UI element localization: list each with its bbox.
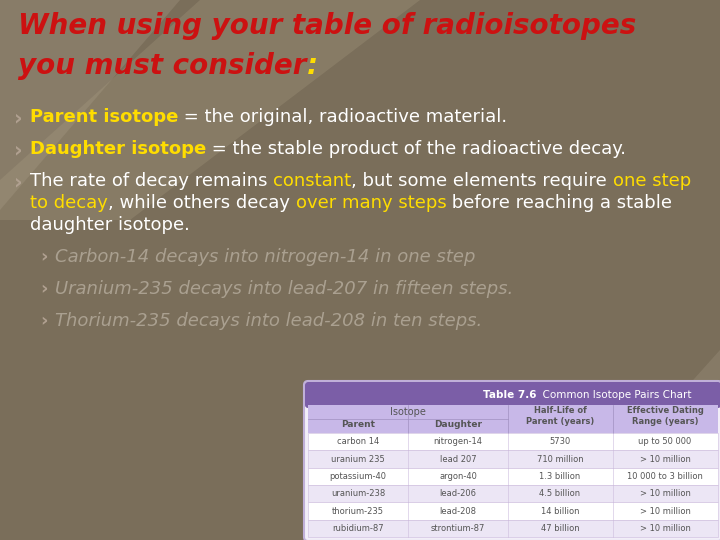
Text: = the original, radioactive material.: = the original, radioactive material. <box>179 108 508 126</box>
Text: Thorium-235 decays into lead-208 in ten steps.: Thorium-235 decays into lead-208 in ten … <box>55 312 482 330</box>
Text: Parent: Parent <box>341 420 375 429</box>
Text: strontium-87: strontium-87 <box>431 524 485 533</box>
Text: ›: › <box>40 312 48 330</box>
Text: , while others decay: , while others decay <box>108 194 296 212</box>
Bar <box>308 450 718 468</box>
Bar <box>308 433 718 450</box>
Text: The rate of decay remains: The rate of decay remains <box>30 172 274 190</box>
Text: thorium-235: thorium-235 <box>332 507 384 516</box>
Text: > 10 million: > 10 million <box>639 507 690 516</box>
Text: When using your table of radioisotopes: When using your table of radioisotopes <box>18 12 636 40</box>
Text: Daughter isotope: Daughter isotope <box>30 140 206 158</box>
Text: lead-206: lead-206 <box>439 489 477 498</box>
Text: = the stable product of the radioactive decay.: = the stable product of the radioactive … <box>206 140 626 158</box>
Text: rubidium-87: rubidium-87 <box>332 524 384 533</box>
Polygon shape <box>0 0 420 220</box>
Text: 4.5 billion: 4.5 billion <box>539 489 580 498</box>
Text: 1.3 billion: 1.3 billion <box>539 472 580 481</box>
Bar <box>308 485 718 502</box>
Text: to decay: to decay <box>30 194 108 212</box>
Text: lead 207: lead 207 <box>440 455 477 463</box>
Text: 10 000 to 3 billion: 10 000 to 3 billion <box>627 472 703 481</box>
Text: you must consider: you must consider <box>18 52 307 80</box>
Text: Carbon-14 decays into nitrogen-14 in one step: Carbon-14 decays into nitrogen-14 in one… <box>55 248 475 266</box>
Text: uranium 235: uranium 235 <box>331 455 385 463</box>
Text: , but some elements require: , but some elements require <box>351 172 613 190</box>
Text: over many steps: over many steps <box>296 194 446 212</box>
Text: 5730: 5730 <box>549 437 571 446</box>
Text: nitrogen-14: nitrogen-14 <box>433 437 482 446</box>
Text: ›: › <box>14 140 22 160</box>
Text: :: : <box>307 52 318 80</box>
Text: Daughter: Daughter <box>434 420 482 429</box>
Bar <box>308 400 718 405</box>
Text: one step: one step <box>613 172 691 190</box>
Text: constant: constant <box>274 172 351 190</box>
Text: Parent isotope: Parent isotope <box>30 108 179 126</box>
Bar <box>308 468 718 485</box>
Text: > 10 million: > 10 million <box>639 524 690 533</box>
Text: uranium-238: uranium-238 <box>331 489 385 498</box>
Text: Half-Life of
Parent (years): Half-Life of Parent (years) <box>526 406 594 426</box>
Bar <box>308 502 718 519</box>
Text: ›: › <box>14 108 22 128</box>
FancyBboxPatch shape <box>304 381 720 540</box>
Text: ›: › <box>40 280 48 298</box>
Text: 47 billion: 47 billion <box>541 524 580 533</box>
Text: Uranium-235 decays into lead-207 in fifteen steps.: Uranium-235 decays into lead-207 in fift… <box>55 280 513 298</box>
Text: potassium-40: potassium-40 <box>330 472 387 481</box>
Text: Effective Dating
Range (years): Effective Dating Range (years) <box>626 406 703 426</box>
Polygon shape <box>550 350 720 540</box>
Text: daughter isotope.: daughter isotope. <box>30 216 190 234</box>
Text: 14 billion: 14 billion <box>541 507 580 516</box>
Polygon shape <box>0 0 180 210</box>
Text: Isotope: Isotope <box>390 407 426 417</box>
Text: > 10 million: > 10 million <box>639 489 690 498</box>
Text: argon-40: argon-40 <box>439 472 477 481</box>
Text: before reaching a stable: before reaching a stable <box>446 194 672 212</box>
Text: lead-208: lead-208 <box>439 507 477 516</box>
Text: 710 million: 710 million <box>536 455 583 463</box>
Text: > 10 million: > 10 million <box>639 455 690 463</box>
FancyBboxPatch shape <box>305 382 720 408</box>
Text: up to 50 000: up to 50 000 <box>639 437 692 446</box>
Text: ›: › <box>40 248 48 266</box>
Bar <box>308 405 718 433</box>
Text: ›: › <box>14 172 22 192</box>
Text: carbon 14: carbon 14 <box>337 437 379 446</box>
Text: Common Isotope Pairs Chart: Common Isotope Pairs Chart <box>536 390 692 400</box>
Text: Table 7.6: Table 7.6 <box>483 390 536 400</box>
Bar <box>308 519 718 537</box>
